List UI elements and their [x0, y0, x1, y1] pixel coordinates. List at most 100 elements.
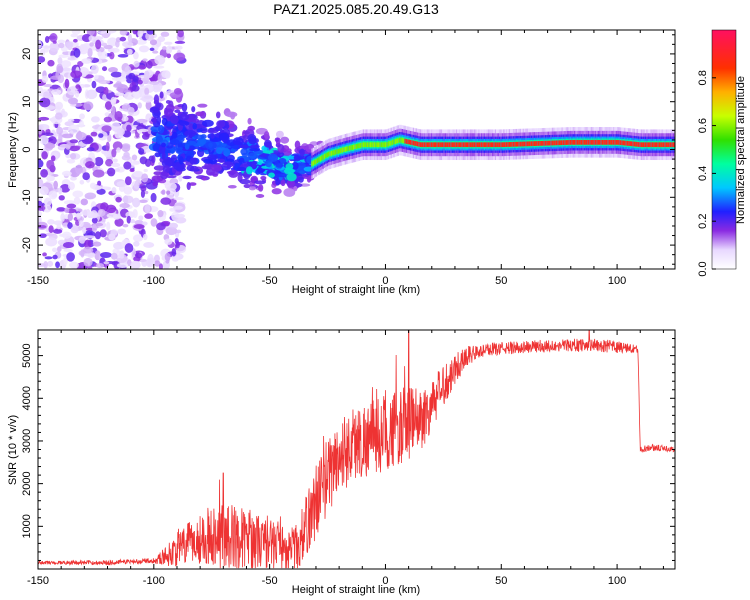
spectrogram-cell: [176, 229, 182, 234]
spectrogram-cell: [160, 31, 170, 37]
spectrogram-ridge-cell: [537, 141, 540, 146]
spectrogram-cell: [51, 193, 58, 198]
spectrogram-cell: [122, 195, 134, 204]
spectrogram-cell: [55, 261, 60, 269]
spectrogram-ridge-cell: [596, 139, 598, 145]
spectrogram-cell: [38, 116, 50, 121]
spectrogram-ridge-cell: [473, 142, 476, 148]
spectrogram-cell: [103, 86, 109, 95]
spectrogram-cell: [201, 119, 214, 127]
spectrogram-cell: [58, 133, 63, 143]
spectrogram-cell: [72, 190, 84, 198]
spectrogram-cell: [298, 176, 304, 183]
spectrogram-ridge-cell: [618, 140, 620, 145]
spectrogram-cell: [248, 186, 257, 191]
spectrogram-cell: [178, 113, 190, 121]
spectrogram-cell: [227, 184, 237, 189]
spectrogram-cell: [263, 139, 272, 148]
spectrogram-cell: [126, 215, 131, 224]
spectrogram-ridge-cell: [375, 142, 377, 148]
spectrogram-ridge-cell: [486, 142, 488, 148]
spectrogram-ridge-cell: [580, 139, 583, 145]
spectrogram-ridge-cell: [636, 141, 638, 147]
spectrogram-cell: [182, 175, 192, 180]
spectrogram-ridge-cell: [464, 142, 466, 148]
spectrogram-cell: [78, 236, 86, 244]
spectrogram-cell: [274, 137, 280, 142]
spectrogram-cell: [153, 65, 165, 69]
spectrogram-cell: [163, 41, 173, 45]
spectrogram-cell: [209, 171, 219, 176]
spectrogram-cell: [184, 129, 197, 138]
spectrogram-ridge-cell: [341, 147, 344, 153]
spectrogram-cell: [41, 45, 51, 49]
spectrogram-cell: [121, 116, 129, 122]
spectrogram-cell: [49, 42, 60, 52]
spectrogram-cell: [114, 218, 124, 227]
spectrogram-ridge-cell: [525, 141, 527, 147]
colorbar-label: Normalized spectral amplitude: [735, 76, 747, 224]
spectrogram-ridge-cell: [608, 139, 611, 145]
spectrogram-ridge-cell: [393, 139, 395, 145]
y-tick-label: 1000: [21, 514, 33, 538]
spectrogram-cell: [56, 126, 63, 135]
spectrogram-ridge-cell: [574, 139, 576, 145]
y-tick-label: -10: [21, 189, 33, 205]
spectrogram-cell: [132, 197, 141, 208]
spectrogram-ridge-cell: [650, 142, 652, 148]
spectrogram-cell: [136, 118, 148, 123]
spectrogram-cell: [248, 136, 257, 145]
spectrogram-cell: [39, 48, 46, 56]
spectrogram-ridge-cell: [558, 140, 561, 146]
spectrogram-cell: [89, 42, 94, 47]
spectrogram-ridge-cell: [503, 142, 505, 148]
spectrogram-ridge-cell: [612, 139, 615, 145]
spectrogram-cell: [263, 131, 270, 139]
spectrogram-ridge-cell: [441, 142, 444, 148]
spectrogram-cell: [177, 30, 184, 38]
spectrogram-cell: [77, 60, 84, 67]
spectrogram-cell: [86, 89, 98, 100]
spectrogram-ridge-cell: [515, 141, 518, 147]
spectrogram-cell: [75, 84, 81, 90]
spectrogram-ridge-cell: [426, 142, 429, 148]
spectrogram-ridge-cell: [557, 140, 559, 146]
spectrogram-ridge-cell: [603, 139, 605, 145]
spectrogram-ridge-cell: [651, 142, 654, 148]
spectrogram-ridge-cell: [389, 141, 391, 146]
spectrogram-ridge-cell: [611, 139, 613, 145]
y-tick-label: -20: [21, 237, 33, 253]
spectrogram-cell: [268, 172, 275, 178]
spectrogram-cell: [271, 188, 282, 195]
spectrogram-ridge-cell: [649, 142, 651, 148]
spectrogram-cell: [106, 212, 118, 219]
spectrogram-cell: [173, 88, 182, 95]
spectrogram-ridge-cell: [362, 142, 365, 148]
spectrogram-cell: [191, 106, 196, 113]
spectrogram-cell: [306, 175, 312, 183]
spectrogram-ridge-cell: [394, 139, 397, 144]
spectrogram-cell: [216, 120, 226, 128]
spectrogram-cell: [63, 200, 76, 205]
spectrogram-ridge-cell: [614, 139, 616, 145]
spectrogram-cell: [138, 128, 149, 133]
spectrogram-ridge-cell: [493, 142, 495, 148]
spectrogram-ridge-cell: [430, 142, 433, 148]
spectrogram-cell: [67, 222, 73, 229]
spectrogram-cell: [92, 169, 105, 178]
spectrogram-cell: [83, 235, 96, 239]
spectrogram-cell: [70, 176, 77, 181]
spectrogram-ridge-cell: [535, 141, 537, 146]
spectrogram-ridge-cell: [572, 139, 575, 145]
spectrogram-ridge-cell: [371, 142, 373, 148]
spectrogram-cell: [116, 262, 129, 269]
spectrogram-cell: [137, 102, 142, 109]
spectrogram-ridge-cell: [547, 140, 549, 146]
spectrogram-cell: [171, 248, 177, 257]
spectrogram-cell: [154, 152, 161, 158]
spectrogram-cell: [226, 164, 231, 170]
spectrogram-ridge-cell: [373, 142, 376, 148]
spectrogram-cell: [58, 195, 65, 201]
